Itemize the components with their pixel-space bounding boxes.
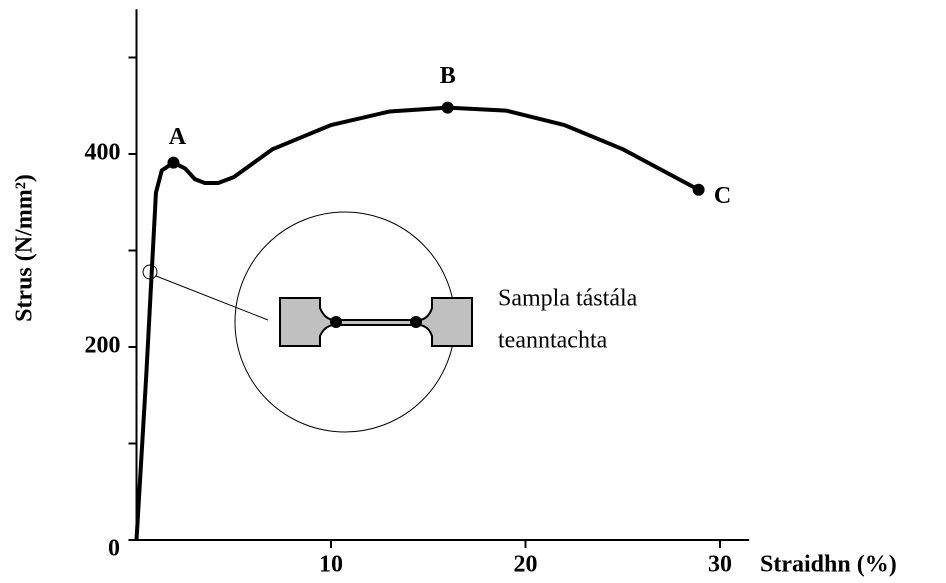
point-label: A xyxy=(169,124,187,150)
point xyxy=(167,156,180,169)
inset-text: teanntachta xyxy=(498,328,608,354)
y-tick-label: 0 xyxy=(108,536,120,562)
x-tick-label: 30 xyxy=(708,552,732,578)
point xyxy=(692,183,705,196)
inset: Sampla tástála teanntachta xyxy=(142,211,638,433)
y-tick-label: 400 xyxy=(85,140,121,166)
specimen-dot xyxy=(410,316,422,328)
curve xyxy=(134,105,700,541)
x-axis-label: Straidhn (%) xyxy=(760,552,897,578)
x-tick-label: 20 xyxy=(514,552,538,578)
x-tick-label: 10 xyxy=(319,552,343,578)
inset-connector xyxy=(155,275,269,321)
inset-text: Sampla tástála xyxy=(498,286,638,312)
point-label: C xyxy=(714,183,731,209)
point-label: B xyxy=(440,63,456,89)
specimen-dot xyxy=(330,316,342,328)
point xyxy=(441,101,454,114)
y-axis-label: Strus (N/mm²) xyxy=(12,174,38,322)
y-tick-label: 200 xyxy=(85,333,121,359)
specimen xyxy=(279,297,473,347)
